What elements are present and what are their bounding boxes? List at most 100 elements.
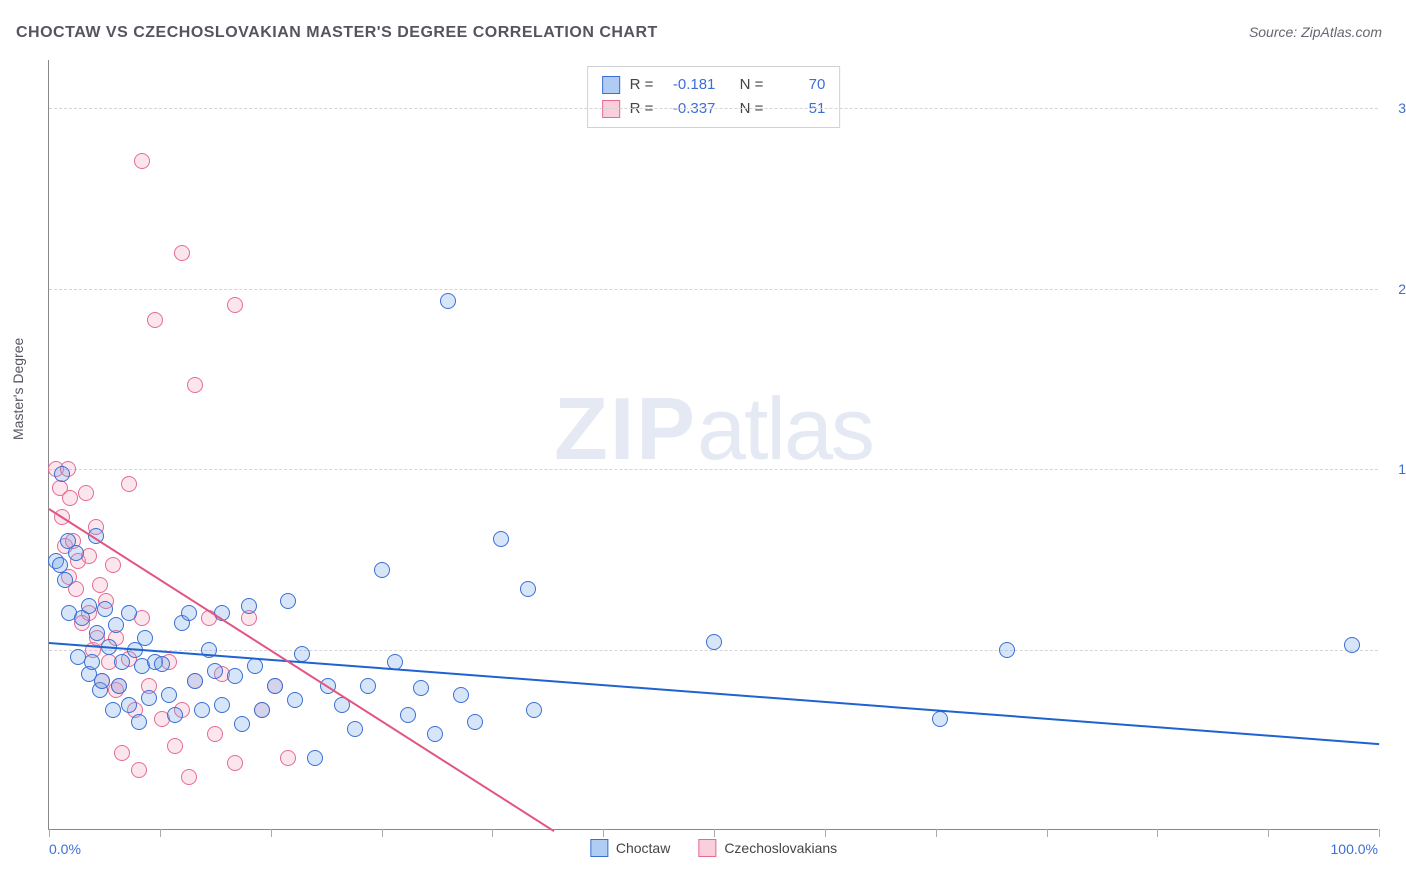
x-tick [1047,829,1048,837]
source-value: ZipAtlas.com [1301,24,1382,40]
scatter-point [374,562,390,578]
scatter-point [161,687,177,703]
legend-label-1: Czechoslovakians [724,840,837,856]
scatter-point [97,601,113,617]
x-tick [1379,829,1380,837]
scatter-point [89,625,105,641]
scatter-point [360,678,376,694]
scatter-point [520,581,536,597]
x-tick [271,829,272,837]
gridline-h [49,289,1378,290]
legend-r-label: R = [630,73,654,97]
scatter-point [78,485,94,501]
chart-title: CHOCTAW VS CZECHOSLOVAKIAN MASTER'S DEGR… [16,24,658,42]
scatter-point [932,711,948,727]
scatter-point [287,692,303,708]
watermark-rest: atlas [697,379,873,478]
legend-n-label: N = [740,73,764,97]
scatter-point [181,769,197,785]
scatter-point [181,605,197,621]
scatter-point [207,726,223,742]
scatter-point [105,702,121,718]
legend-swatch-czech [698,839,716,857]
x-tick [49,829,50,837]
scatter-point [57,572,73,588]
scatter-point [227,297,243,313]
scatter-point [131,714,147,730]
scatter-point [134,153,150,169]
scatter-point [174,245,190,261]
legend-label-0: Choctaw [616,840,670,856]
scatter-point [137,630,153,646]
y-tick-label: 30.0% [1382,100,1406,116]
scatter-point [413,680,429,696]
legend-swatch-choctaw [590,839,608,857]
x-tick [160,829,161,837]
scatter-point [121,697,137,713]
scatter-point [307,750,323,766]
legend-row-0: R = -0.181 N = 70 [602,73,826,97]
scatter-point [227,668,243,684]
scatter-point [241,598,257,614]
x-tick [1157,829,1158,837]
scatter-point [440,293,456,309]
scatter-point [280,750,296,766]
gridline-h [49,108,1378,109]
scatter-point [84,654,100,670]
y-tick-label: 7.5% [1382,642,1406,658]
scatter-point [493,531,509,547]
scatter-point [400,707,416,723]
x-tick [1268,829,1269,837]
chart-container: CHOCTAW VS CZECHOSLOVAKIAN MASTER'S DEGR… [0,0,1406,892]
series-legend: Choctaw Czechoslovakians [590,839,837,857]
x-tick-label: 100.0% [1331,841,1378,857]
x-tick [936,829,937,837]
scatter-point [92,577,108,593]
scatter-point [706,634,722,650]
scatter-point [54,466,70,482]
scatter-point [121,605,137,621]
legend-item-0: Choctaw [590,839,670,857]
x-tick [603,829,604,837]
scatter-point [167,707,183,723]
plot-area: ZIPatlas R = -0.181 N = 70 R = -0.337 N … [48,60,1378,830]
y-axis-label: Master's Degree [10,338,26,440]
scatter-point [121,476,137,492]
scatter-point [234,716,250,732]
scatter-point [111,678,127,694]
scatter-point [347,721,363,737]
legend-n-value-0: 70 [773,73,825,97]
y-tick-label: 22.5% [1382,281,1406,297]
scatter-point [453,687,469,703]
scatter-point [254,702,270,718]
legend-item-1: Czechoslovakians [698,839,837,857]
source-prefix: Source: [1249,24,1301,40]
scatter-point [108,617,124,633]
scatter-point [141,690,157,706]
x-tick [492,829,493,837]
x-tick [382,829,383,837]
x-tick [714,829,715,837]
legend-swatch-0 [602,76,620,94]
scatter-point [131,762,147,778]
scatter-point [1344,637,1360,653]
scatter-point [214,697,230,713]
x-tick [825,829,826,837]
scatter-point [62,490,78,506]
scatter-point [227,755,243,771]
scatter-point [147,312,163,328]
legend-r-value-0: -0.181 [663,73,715,97]
trend-line [49,642,1379,745]
scatter-point [94,673,110,689]
watermark-bold: ZIP [554,379,697,478]
scatter-point [526,702,542,718]
scatter-point [154,656,170,672]
scatter-point [207,663,223,679]
scatter-point [68,545,84,561]
scatter-point [280,593,296,609]
source-label: Source: ZipAtlas.com [1249,24,1382,40]
scatter-point [999,642,1015,658]
scatter-point [247,658,263,674]
scatter-point [81,598,97,614]
scatter-point [427,726,443,742]
